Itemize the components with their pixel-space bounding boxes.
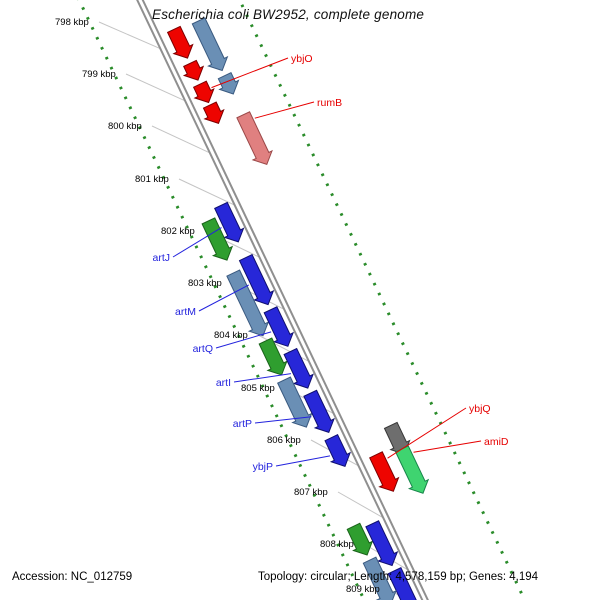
gene-arrow[interactable] [166, 25, 194, 59]
gene-label-leader [254, 416, 312, 424]
genome-backbone-core [138, 0, 427, 600]
ruler-tick-label: 807 kbp [294, 487, 328, 498]
gene-arrow-artI[interactable] [283, 347, 314, 389]
gene-label-artP: artP [233, 418, 252, 430]
ruler-tick-label: 802 kbp [161, 226, 195, 237]
gene-arrow[interactable] [191, 17, 229, 72]
gene-label-leader [215, 331, 272, 349]
gene-label-leader [275, 455, 331, 467]
status-summary: Topology: circular; Length: 4,578,159 bp… [258, 571, 539, 583]
gene-arrow-amiD[interactable] [394, 445, 430, 494]
gene-label-leader [254, 101, 315, 119]
gene-arrow-artP[interactable] [303, 389, 335, 434]
ruler-tick-label: 806 kbp [267, 435, 301, 446]
ruler-tick-label: 800 kbp [108, 121, 142, 132]
gene-arrow[interactable] [202, 101, 225, 125]
gene-arrow[interactable] [362, 556, 397, 600]
gene-label-leader [413, 440, 482, 453]
gene-arrow[interactable] [346, 522, 374, 556]
gene-arrow-rumB[interactable] [236, 111, 273, 166]
ruler-tick-leader [178, 178, 239, 208]
gene-label-amiD: amiD [484, 436, 509, 448]
gene-label-leader [172, 227, 222, 258]
gene-label-leader [211, 57, 289, 89]
gene-arrow[interactable] [182, 59, 205, 81]
ruler-tick-label: 809 kbp [346, 584, 380, 595]
gene-label-ybjO: ybjO [291, 53, 313, 65]
gene-arrow[interactable] [226, 269, 270, 337]
gene-arrow-artJ[interactable] [214, 201, 245, 243]
gene-arrow[interactable] [217, 72, 240, 95]
gene-arrow-ybjP[interactable] [324, 434, 352, 468]
gene-arrow[interactable] [365, 520, 399, 567]
ruler-tick-label: 798 kbp [55, 17, 89, 28]
ruler-tick-label: 804 kbp [214, 330, 248, 341]
ruler-tick-label: 799 kbp [82, 69, 116, 80]
map-title: Escherichia coli BW2952, complete genome [152, 7, 425, 22]
ruler-tick-label: 808 kbp [320, 539, 354, 550]
ruler-tick-label: 805 kbp [241, 383, 275, 394]
gene-label-ybjP: ybjP [253, 461, 273, 473]
ruler-tick-leader [337, 491, 388, 521]
gene-label-artQ: artQ [193, 343, 213, 355]
ruler-tick-leader [98, 21, 165, 51]
gene-arrow[interactable] [201, 217, 234, 261]
gene-arrow-artQ[interactable] [263, 306, 295, 347]
gene-arrow[interactable] [277, 376, 313, 428]
ruler-tick-label: 803 kbp [188, 278, 222, 289]
genome-backbone [136, 0, 429, 600]
gene-label-ybjQ: ybjQ [469, 403, 491, 415]
gene-label-leader [198, 284, 250, 312]
gene-arrow-ybjO[interactable] [192, 80, 215, 104]
gene-arrow[interactable] [258, 337, 288, 376]
ruler-tick-leader [151, 125, 214, 156]
gene-arrow-artM[interactable] [238, 253, 275, 306]
gene-label-artM: artM [175, 306, 196, 318]
status-accession: Accession: NC_012759 [12, 571, 133, 583]
gene-label-artI: artI [216, 377, 231, 389]
gene-arrow-ybjQ[interactable] [369, 451, 400, 492]
gene-label-artJ: artJ [152, 252, 170, 264]
gene-label-leader [233, 373, 292, 383]
ruler-tick-label: 801 kbp [135, 174, 169, 185]
gene-label-leader [387, 407, 467, 459]
gene-arrow[interactable] [387, 567, 421, 600]
ruler-tick-leader [125, 73, 189, 103]
gene-label-rumB: rumB [317, 97, 342, 109]
